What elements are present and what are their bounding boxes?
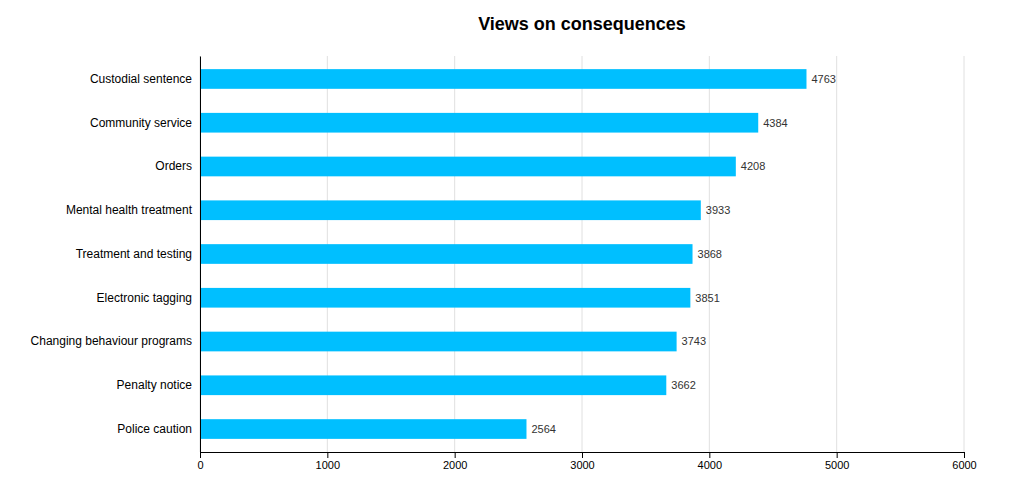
- chart-svg: 0100020003000400050006000Police cautionP…: [0, 0, 1024, 492]
- y-tick-label: Custodial sentence: [90, 72, 192, 86]
- grid-line: [200, 56, 201, 452]
- y-tick-label: Police caution: [117, 422, 192, 436]
- x-tick-label: 2000: [443, 459, 467, 471]
- grid: [200, 56, 964, 452]
- y-tick-label: Penalty notice: [117, 378, 193, 392]
- data-label: 3868: [698, 248, 722, 260]
- data-label: 3662: [671, 379, 695, 391]
- x-tick-mark: [582, 452, 583, 458]
- data-label: 4763: [811, 73, 835, 85]
- data-label: 2564: [531, 423, 555, 435]
- y-tick: Electronic tagging: [97, 291, 192, 305]
- x-axis-line: [201, 453, 965, 459]
- y-tick: Treatment and testing: [76, 247, 192, 261]
- x-tick-mark: [455, 452, 456, 458]
- y-tick-label: Orders: [155, 159, 192, 173]
- bar: [200, 288, 690, 308]
- x-tick-mark: [327, 452, 328, 458]
- grid-line: [964, 56, 965, 452]
- x-tick: 4000: [698, 452, 722, 471]
- y-tick-label: Mental health treatment: [66, 203, 193, 217]
- bar: [200, 113, 758, 133]
- x-tick: 6000: [952, 452, 976, 471]
- x-tick-label: 6000: [952, 459, 976, 471]
- grid-line: [836, 56, 837, 452]
- y-tick-label: Treatment and testing: [76, 247, 192, 261]
- bar: [200, 157, 736, 177]
- y-tick-label: Community service: [90, 116, 192, 130]
- x-tick: 5000: [825, 452, 849, 471]
- bar: [200, 419, 526, 439]
- y-tick: Changing behaviour programs: [31, 334, 192, 348]
- x-tick-mark: [200, 452, 201, 458]
- x-axis: 0 1000 2000 3000 4000 5000 6000: [197, 452, 976, 471]
- bars: [200, 69, 806, 439]
- y-tick: Mental health treatment: [66, 203, 193, 217]
- y-tick: Orders: [155, 159, 192, 173]
- bar: [200, 375, 666, 395]
- y-axis-line: [200, 57, 201, 453]
- x-tick-label: 3000: [570, 459, 594, 471]
- x-tick-mark: [709, 452, 710, 458]
- data-label: 4208: [741, 160, 765, 172]
- bar: [200, 244, 693, 264]
- bar: [200, 332, 677, 352]
- data-label: 4384: [763, 117, 787, 129]
- y-tick-label: Electronic tagging: [97, 291, 192, 305]
- y-tick: Community service: [90, 116, 192, 130]
- y-axis: Police caution Penalty notice Changing beh…: [31, 57, 201, 453]
- data-label: 3851: [695, 292, 719, 304]
- data-labels: 2564 3662 3743 3851 3868 3933 4208 4384 4763: [531, 73, 835, 435]
- x-tick-label: 1000: [316, 459, 340, 471]
- x-tick: 0: [197, 452, 203, 471]
- x-tick-mark: [837, 452, 838, 458]
- plot-area: 0100020003000400050006000Police cautionP…: [31, 56, 977, 471]
- y-tick: Penalty notice: [117, 378, 193, 392]
- y-tick: Police caution: [117, 422, 192, 436]
- bar: [200, 200, 701, 220]
- bar: [200, 69, 806, 89]
- chart-title: Views on consequences: [478, 14, 686, 34]
- data-label: 3933: [706, 204, 730, 216]
- x-tick: 3000: [570, 452, 594, 471]
- x-tick: 1000: [316, 452, 340, 471]
- y-tick: Custodial sentence: [90, 72, 192, 86]
- y-tick-label: Changing behaviour programs: [31, 334, 192, 348]
- x-tick-mark: [964, 452, 965, 458]
- x-tick-label: 4000: [698, 459, 722, 471]
- x-tick: 2000: [443, 452, 467, 471]
- data-label: 3743: [682, 335, 706, 347]
- x-tick-label: 5000: [825, 459, 849, 471]
- x-tick-label: 0: [197, 459, 203, 471]
